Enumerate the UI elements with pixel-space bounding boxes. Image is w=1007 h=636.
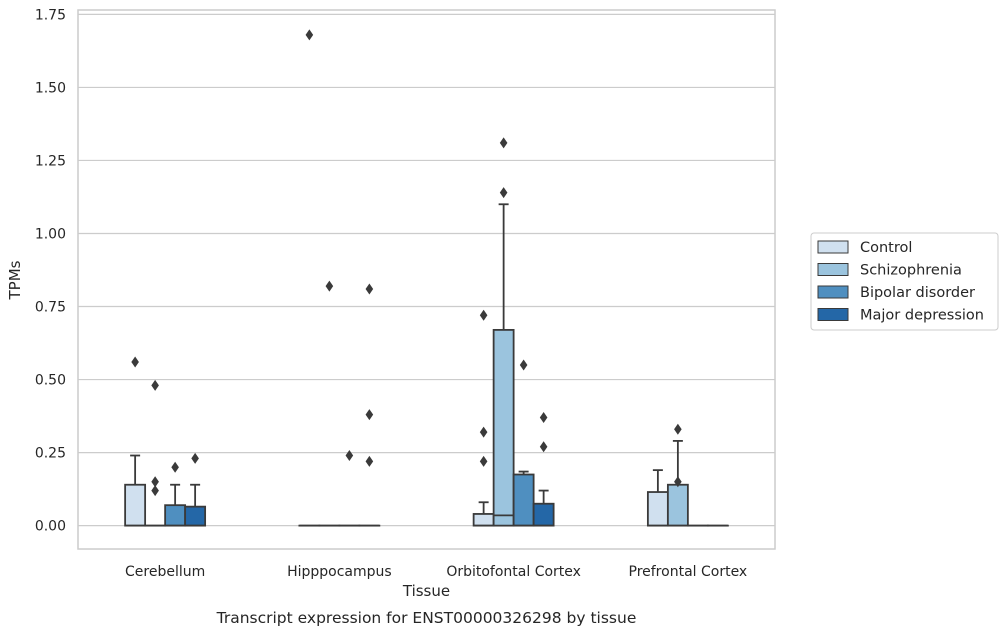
- outlier-point: [325, 280, 334, 292]
- gridlines: [78, 13, 775, 527]
- legend-swatch: [817, 240, 849, 254]
- plot-frame: [77, 9, 776, 550]
- legend-label: Bipolar disorder: [860, 285, 975, 301]
- box-major-depression: [532, 502, 555, 527]
- legend-label: Schizophrenia: [860, 263, 962, 279]
- x-tick-label: Prefrontal Cortex: [629, 564, 748, 580]
- legend-frame: [810, 232, 999, 331]
- box-control: [472, 513, 495, 527]
- y-axis-label: TPMs: [6, 260, 24, 300]
- category-group: [124, 356, 207, 527]
- outlier-point: [305, 29, 314, 41]
- outlier-point: [365, 409, 374, 421]
- outlier-point: [499, 187, 508, 199]
- outlier-point: [539, 412, 548, 424]
- legend-label: Major depression: [860, 308, 984, 324]
- outlier-point: [365, 283, 374, 295]
- outlier-point: [674, 423, 682, 435]
- box-control: [646, 491, 669, 527]
- box-control: [124, 483, 147, 527]
- outlier-point: [479, 455, 488, 467]
- x-tick-label: Hipppocampus: [287, 564, 392, 580]
- outlier-point: [171, 461, 179, 473]
- chart-caption: Transcript expression for ENST0000032629…: [216, 609, 637, 627]
- box-schizophrenia: [666, 483, 689, 527]
- box-major-depression: [184, 505, 207, 527]
- outlier-point: [479, 426, 488, 438]
- outlier-point: [499, 137, 508, 149]
- outlier-point: [479, 309, 488, 321]
- outlier-point: [151, 379, 159, 391]
- box-bipolar-disorder: [512, 473, 535, 527]
- outlier-point: [365, 455, 374, 467]
- x-axis-label: Tissue: [402, 582, 450, 600]
- legend-swatch: [817, 285, 849, 299]
- x-tick-label: Orbitofontal Cortex: [446, 564, 581, 580]
- legend-label: Control: [860, 240, 912, 256]
- y-tick-labels: 0.00 0.25 0.50 0.75 1.00 1.25 1.50 1.75: [35, 7, 66, 534]
- legend-swatch: [817, 263, 849, 276]
- outlier-point: [539, 441, 548, 453]
- y-tick-label: 0.25: [35, 446, 66, 462]
- outlier-point: [345, 450, 354, 462]
- outlier-point: [519, 359, 528, 371]
- category-group: [472, 137, 555, 527]
- outlier-point: [674, 476, 682, 488]
- box-groups: [124, 29, 729, 527]
- y-tick-label: 0.00: [35, 519, 66, 535]
- outlier-point: [131, 356, 139, 368]
- y-tick-label: 1.25: [35, 153, 66, 169]
- y-tick-label: 1.50: [35, 80, 66, 96]
- y-tick-label: 1.75: [35, 7, 66, 23]
- x-tick-labels: Cerebellum Hipppocampus Orbitofontal Corte…: [125, 564, 747, 580]
- box-schizophrenia: [492, 328, 515, 527]
- category-group: [646, 423, 729, 527]
- outlier-point: [191, 452, 199, 464]
- y-tick-label: 0.50: [35, 373, 66, 389]
- category-group: [298, 29, 381, 527]
- outlier-point: [151, 476, 159, 488]
- y-tick-label: 1.00: [35, 226, 66, 242]
- legend-swatch: [817, 308, 849, 321]
- box-bipolar-disorder: [164, 504, 187, 527]
- legend: Control Schizophrenia Bipolar disorder Majo…: [810, 232, 999, 331]
- y-tick-label: 0.75: [35, 300, 66, 316]
- plot-background: [78, 10, 775, 549]
- outlier-point: [151, 485, 159, 497]
- x-tick-label: Cerebellum: [125, 564, 205, 580]
